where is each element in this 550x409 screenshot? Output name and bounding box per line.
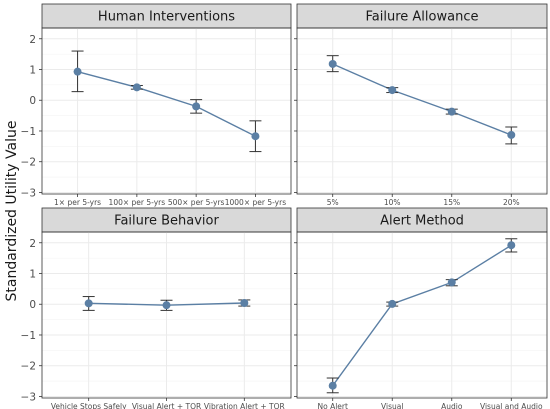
facet-title: Human Interventions bbox=[98, 10, 235, 25]
data-point bbox=[251, 132, 260, 141]
data-point bbox=[73, 67, 82, 76]
y-tick-label: −1 bbox=[21, 330, 36, 342]
gridlines bbox=[297, 232, 547, 398]
data-point bbox=[507, 130, 516, 139]
data-point bbox=[192, 102, 201, 111]
x-tick-label: Visual and Audio bbox=[480, 402, 543, 409]
y-tick-label: −3 bbox=[21, 391, 36, 403]
data-point bbox=[447, 107, 456, 116]
y-tick-label: 2 bbox=[29, 238, 36, 250]
x-tick-label: Visual bbox=[381, 402, 403, 409]
x-tick-label: 100× per 5-yrs bbox=[109, 198, 166, 207]
series-line bbox=[332, 63, 512, 136]
facet-strip bbox=[41, 207, 292, 233]
panel-border bbox=[296, 231, 548, 399]
gridlines bbox=[297, 28, 547, 194]
x-tick-label: 1× per 5-yrs bbox=[54, 198, 101, 207]
gridlines bbox=[42, 28, 291, 194]
y-tick-label: 1 bbox=[29, 65, 36, 77]
data-point bbox=[328, 59, 337, 68]
y-axis-label: Standardized Utility Value bbox=[4, 121, 20, 302]
y-tick-label: 2 bbox=[29, 34, 36, 46]
x-tick-label: 5% bbox=[327, 198, 339, 207]
data-point bbox=[162, 301, 171, 310]
data-point bbox=[84, 299, 93, 308]
facet-strip bbox=[296, 3, 548, 29]
facet-panel: Alert Method No Alert Visual Audio Visual an… bbox=[294, 207, 548, 409]
y-tick-label: −3 bbox=[21, 187, 36, 199]
facet-title: Failure Allowance bbox=[366, 10, 479, 25]
y-tick-label: −2 bbox=[21, 361, 36, 373]
data-point bbox=[328, 381, 337, 390]
facet-panel: Failure Allowance 5% 10% 15% 20% bbox=[294, 3, 548, 207]
y-tick-label: 0 bbox=[29, 299, 36, 311]
gridlines bbox=[42, 232, 291, 398]
data-point bbox=[240, 299, 249, 308]
x-tick-label: 1000× per 5-yrs bbox=[225, 198, 286, 207]
series-line bbox=[77, 70, 256, 137]
data-point bbox=[388, 299, 397, 308]
x-tick-label: Vibration Alert + TOR bbox=[204, 402, 285, 409]
data-point bbox=[507, 241, 516, 250]
facet-title: Alert Method bbox=[380, 214, 464, 229]
y-tick-label: 0 bbox=[29, 95, 36, 107]
y-tick-label: −2 bbox=[21, 157, 36, 169]
x-tick-label: Vehicle Stops Safely bbox=[51, 402, 127, 409]
x-tick-label: 10% bbox=[384, 198, 401, 207]
data-point bbox=[132, 83, 141, 92]
x-tick-label: 20% bbox=[503, 198, 520, 207]
x-tick-label: Visual Alert + TOR bbox=[132, 402, 201, 409]
data-point bbox=[388, 86, 397, 95]
facet-strip bbox=[296, 207, 548, 233]
x-tick-label: Audio bbox=[441, 402, 463, 409]
y-tick-label: −1 bbox=[21, 126, 36, 138]
x-tick-label: 15% bbox=[443, 198, 460, 207]
data-point bbox=[447, 278, 456, 287]
x-tick-label: 500× per 5-yrs bbox=[168, 198, 225, 207]
x-tick-label: No Alert bbox=[317, 402, 347, 409]
facet-panel: Human Interventions 2 1 0 −1 −2 −3 1× per 5-yrs… bbox=[21, 3, 292, 207]
y-tick-label: 1 bbox=[29, 269, 36, 281]
panel-border bbox=[296, 27, 548, 195]
series-line bbox=[332, 244, 512, 387]
panel-border bbox=[41, 27, 292, 195]
facet-panel: Failure Behavior 2 1 0 −1 −2 −3 Vehicle Stops S… bbox=[21, 207, 292, 409]
facet-title: Failure Behavior bbox=[114, 214, 219, 229]
facet-strip bbox=[41, 3, 292, 29]
